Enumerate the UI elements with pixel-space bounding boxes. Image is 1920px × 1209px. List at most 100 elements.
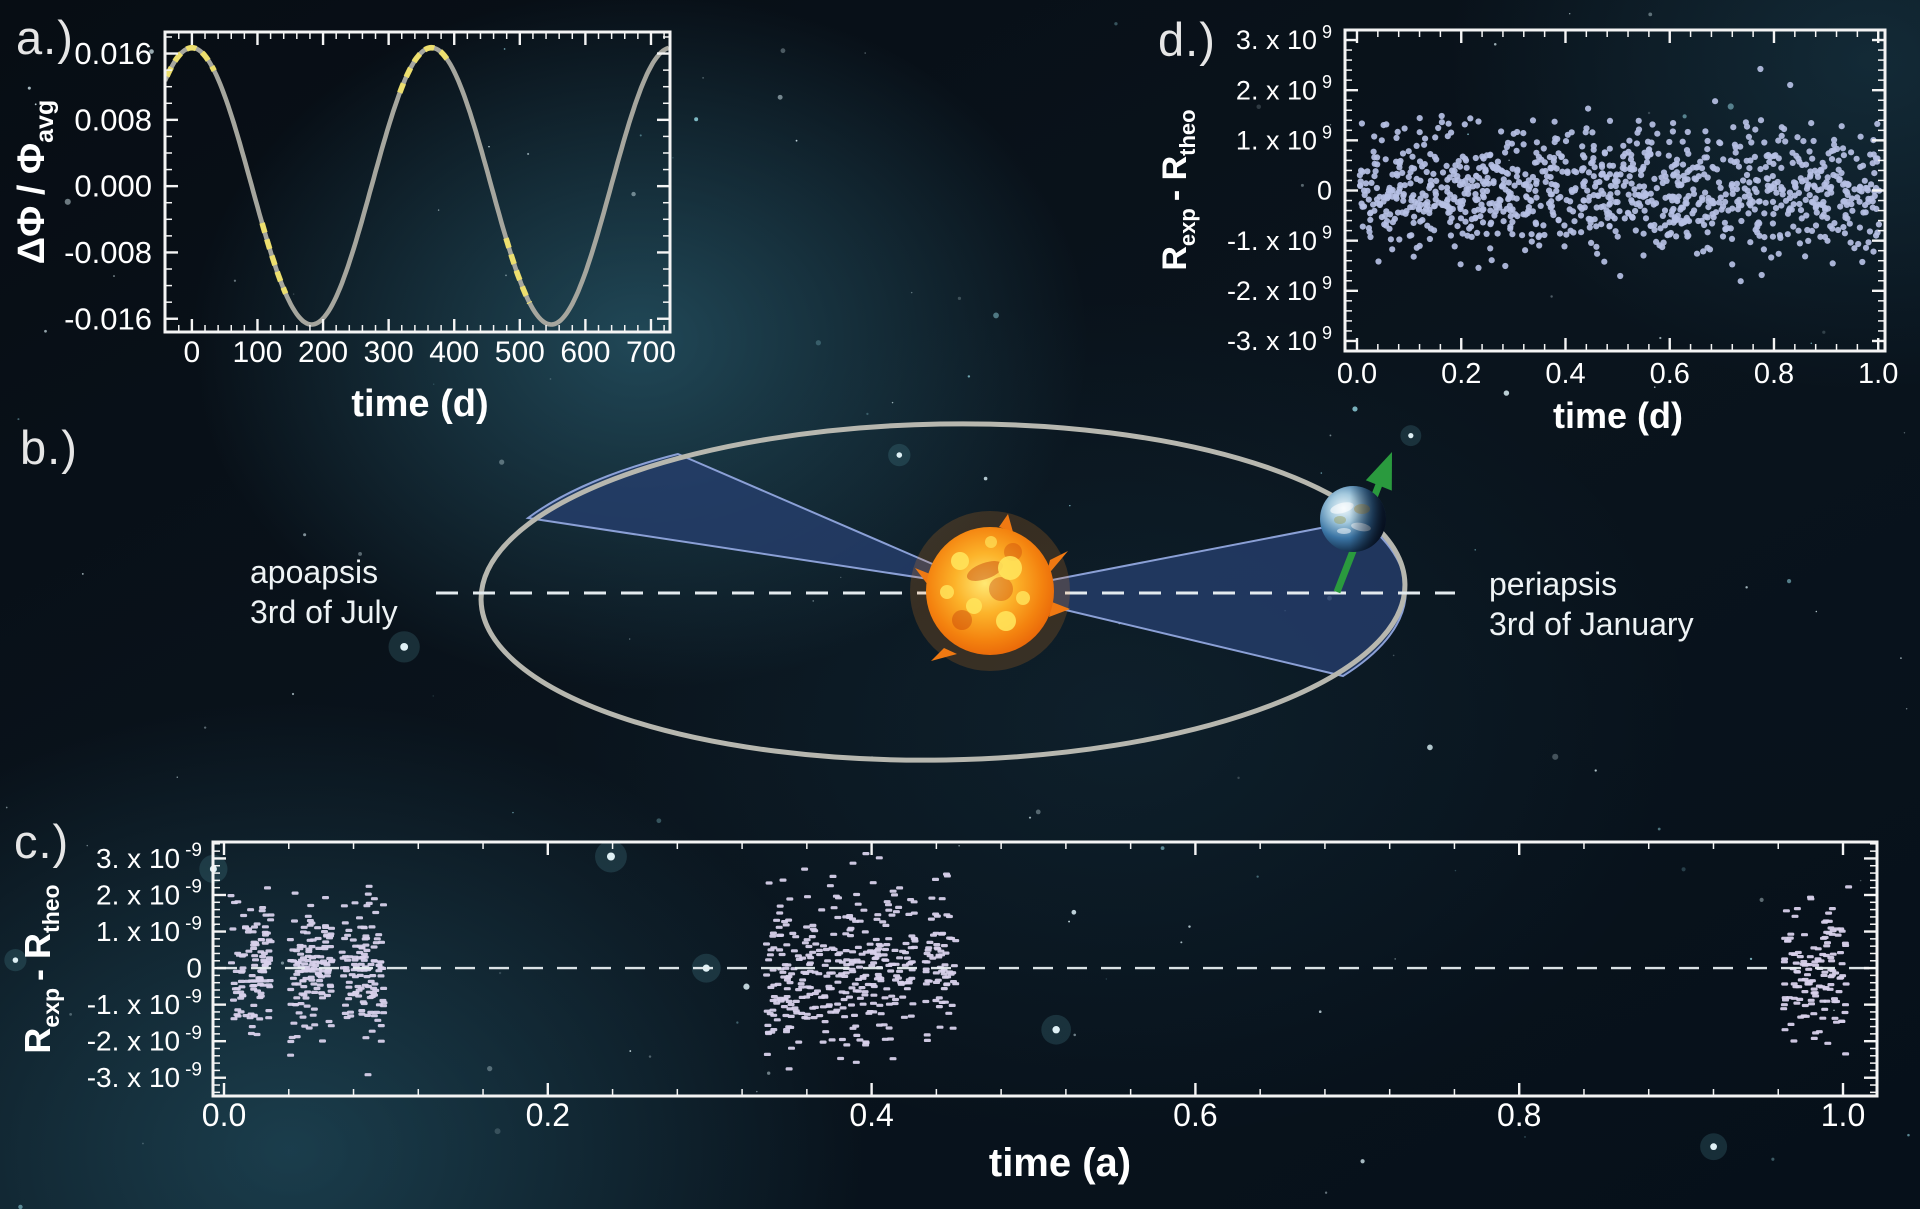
x-tick-label: 0.6 [1173, 1097, 1217, 1133]
data-point [1529, 173, 1536, 181]
data-point [1555, 216, 1562, 223]
data-point [1821, 204, 1829, 211]
star [694, 117, 699, 122]
data-point [837, 1056, 845, 1061]
data-point [908, 934, 916, 938]
data-point [934, 978, 942, 982]
data-point [1487, 221, 1494, 228]
data-point [1525, 186, 1532, 193]
data-point [1401, 182, 1408, 189]
data-point [1865, 195, 1872, 202]
data-point [770, 1013, 778, 1017]
data-point [1782, 138, 1789, 145]
data-point [1371, 154, 1378, 161]
tick-labels-d: 0.0 0.2 0.4 0.6 0.8 1.0 3. x 10 9 2. x 10 9 1. x 1… [1227, 22, 1898, 390]
star [1069, 504, 1071, 507]
star [1320, 472, 1323, 474]
data-point [1594, 250, 1601, 257]
data-point [1784, 231, 1791, 238]
y-tick-label: 0 [1317, 176, 1332, 206]
periapsis-line2: 3rd of January [1489, 606, 1694, 642]
data-point [296, 943, 304, 948]
data-point [1689, 210, 1696, 217]
data-point [830, 906, 838, 910]
data-point [763, 1009, 771, 1013]
data-point [1848, 149, 1855, 156]
data-point [1435, 124, 1442, 132]
data-point [1840, 152, 1847, 159]
data-point [1847, 239, 1854, 246]
star [629, 1050, 632, 1052]
data-point [1757, 65, 1764, 73]
data-point [1496, 196, 1503, 203]
data-point [1760, 246, 1767, 253]
data-point [892, 997, 899, 1002]
star [1859, 879, 1862, 882]
data-point [255, 976, 263, 980]
data-point [1502, 186, 1509, 193]
observation-highlight [397, 51, 423, 94]
data-point [1635, 191, 1642, 199]
data-point [370, 959, 378, 963]
data-point [318, 991, 325, 995]
data-point [1652, 200, 1660, 207]
data-point [1764, 182, 1771, 189]
data-point [773, 918, 781, 922]
data-point [1421, 141, 1428, 148]
star [1568, 13, 1571, 15]
data-point [935, 1005, 943, 1009]
data-point [1541, 231, 1548, 239]
data-point [862, 950, 870, 954]
data-point [1506, 193, 1513, 200]
data-point [300, 993, 308, 997]
data-point [295, 1011, 303, 1015]
data-point [1457, 205, 1464, 213]
data-point [851, 982, 859, 986]
x-tick-label: 300 [364, 336, 414, 369]
data-point [1408, 164, 1415, 171]
star [113, 275, 115, 277]
star [983, 476, 988, 481]
data-point [945, 914, 953, 919]
data-point [1705, 194, 1712, 202]
data-point [907, 946, 915, 950]
data-point [1637, 202, 1644, 209]
data-point [870, 984, 878, 989]
data-point [1662, 194, 1669, 201]
data-point [880, 953, 888, 957]
data-point [1416, 115, 1423, 122]
data-point [770, 995, 778, 999]
data-point [1838, 1019, 1846, 1023]
data-point [926, 940, 934, 944]
data-point [265, 1009, 273, 1013]
data-point [928, 896, 936, 900]
data-point [1450, 196, 1457, 203]
star [432, 383, 435, 385]
data-point [304, 914, 312, 918]
data-point [1763, 175, 1770, 182]
data-point [1837, 927, 1845, 931]
data-point [1829, 225, 1836, 232]
data-point [811, 991, 819, 996]
data-point [1669, 128, 1676, 135]
data-point [322, 924, 329, 928]
data-point [261, 941, 269, 945]
star [1907, 1133, 1910, 1137]
data-point [364, 984, 372, 989]
data-point [1509, 206, 1516, 213]
data-point [1487, 207, 1494, 214]
data-point [317, 975, 325, 979]
data-point [1845, 885, 1853, 889]
star [1300, 183, 1304, 187]
data-point [1628, 213, 1636, 220]
data-point [1853, 155, 1860, 162]
data-point [1400, 192, 1407, 200]
data-point [377, 974, 385, 978]
star [1188, 925, 1191, 928]
data-point [769, 1008, 777, 1012]
data-point [870, 993, 878, 997]
series-d [1356, 65, 1883, 285]
data-point [877, 979, 885, 983]
data-point [1784, 939, 1791, 943]
data-point [1827, 983, 1835, 987]
